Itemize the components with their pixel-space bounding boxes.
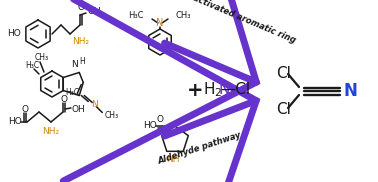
Text: NH₂: NH₂ — [42, 126, 60, 136]
Text: O: O — [60, 94, 68, 104]
Text: +: + — [187, 82, 203, 100]
Text: HO: HO — [143, 122, 157, 130]
Text: CH₃: CH₃ — [35, 54, 49, 62]
Text: N: N — [218, 82, 230, 98]
Text: O: O — [77, 3, 85, 13]
Text: CH₃: CH₃ — [176, 11, 192, 21]
Text: OH: OH — [71, 104, 85, 114]
Text: HO: HO — [7, 29, 21, 39]
Text: H₃C: H₃C — [25, 62, 39, 70]
Text: Cleavage of activated aromatic ring: Cleavage of activated aromatic ring — [138, 0, 296, 45]
Text: H₃C: H₃C — [65, 88, 79, 97]
Text: N: N — [343, 82, 357, 100]
Text: N: N — [156, 18, 164, 28]
Text: —Cl: —Cl — [220, 82, 250, 98]
Text: O: O — [156, 114, 164, 124]
Text: H: H — [79, 57, 85, 66]
Text: N: N — [91, 100, 98, 109]
Text: Cl: Cl — [277, 66, 291, 82]
Text: Cl: Cl — [277, 102, 291, 116]
Text: NH: NH — [166, 155, 180, 163]
Text: Aldehyde pathway: Aldehyde pathway — [157, 130, 243, 165]
Text: CH₃: CH₃ — [104, 111, 118, 120]
Text: N: N — [71, 60, 77, 69]
Text: NH₂: NH₂ — [72, 37, 89, 46]
Text: OH: OH — [88, 7, 102, 17]
Text: O: O — [22, 104, 28, 114]
Text: H$_2$: H$_2$ — [203, 81, 223, 99]
Text: HO: HO — [8, 118, 22, 126]
Text: H₃C: H₃C — [129, 11, 144, 21]
